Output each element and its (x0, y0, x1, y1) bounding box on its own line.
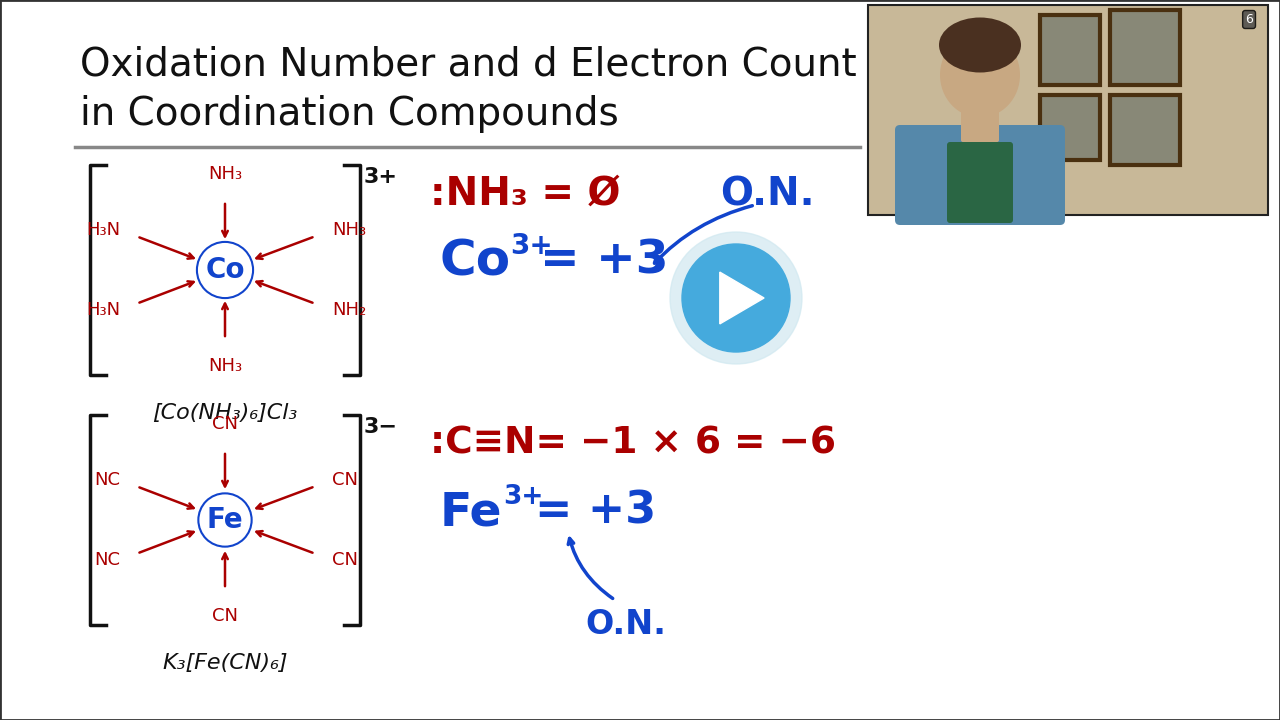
Bar (1039, 95, 1100, 160)
Text: K₃[Fe(CN)₆]: K₃[Fe(CN)₆] (163, 653, 288, 673)
Text: NH₃: NH₃ (207, 165, 242, 183)
Text: CN: CN (212, 415, 238, 433)
FancyBboxPatch shape (895, 125, 1065, 225)
Text: NH₃: NH₃ (332, 221, 366, 239)
Text: 3−: 3− (364, 417, 398, 437)
Text: NH₃: NH₃ (207, 357, 242, 375)
Text: Fe: Fe (440, 490, 503, 535)
Circle shape (682, 244, 790, 352)
Polygon shape (719, 272, 764, 324)
Text: NC: NC (93, 551, 120, 569)
Ellipse shape (940, 17, 1021, 73)
Text: CN: CN (332, 471, 358, 489)
Text: CN: CN (212, 607, 238, 625)
Text: NC: NC (93, 471, 120, 489)
Text: NH₂: NH₂ (332, 301, 366, 319)
Text: Co: Co (440, 238, 511, 286)
Text: H₃N: H₃N (86, 301, 120, 319)
Text: = +3: = +3 (540, 238, 668, 283)
Text: 3+: 3+ (509, 232, 553, 260)
Text: 3+: 3+ (503, 484, 544, 510)
Bar (868, 5, 1268, 215)
Text: = +3: = +3 (535, 490, 657, 533)
Text: :C≡N= −1 × 6 = −6: :C≡N= −1 × 6 = −6 (430, 425, 836, 461)
Text: Co: Co (205, 256, 244, 284)
Text: :NH₃ = Ø: :NH₃ = Ø (430, 175, 621, 213)
Text: CN: CN (332, 551, 358, 569)
Circle shape (669, 232, 803, 364)
Text: 3+: 3+ (364, 167, 398, 187)
FancyBboxPatch shape (947, 142, 1012, 223)
Bar (1110, 95, 1180, 165)
Bar (1110, 10, 1180, 85)
Text: O.N.: O.N. (719, 175, 814, 213)
FancyBboxPatch shape (961, 103, 998, 142)
Bar (1039, 15, 1100, 85)
Text: H₃N: H₃N (86, 221, 120, 239)
Text: Fe: Fe (206, 506, 243, 534)
Text: [Co(NH₃)₆]Cl₃: [Co(NH₃)₆]Cl₃ (152, 403, 298, 423)
Text: Oxidation Number and d Electron Count: Oxidation Number and d Electron Count (79, 45, 856, 83)
Text: 6: 6 (1245, 13, 1253, 26)
Text: in Coordination Compounds: in Coordination Compounds (79, 95, 618, 133)
Text: O.N.: O.N. (585, 608, 666, 641)
Ellipse shape (940, 32, 1020, 117)
